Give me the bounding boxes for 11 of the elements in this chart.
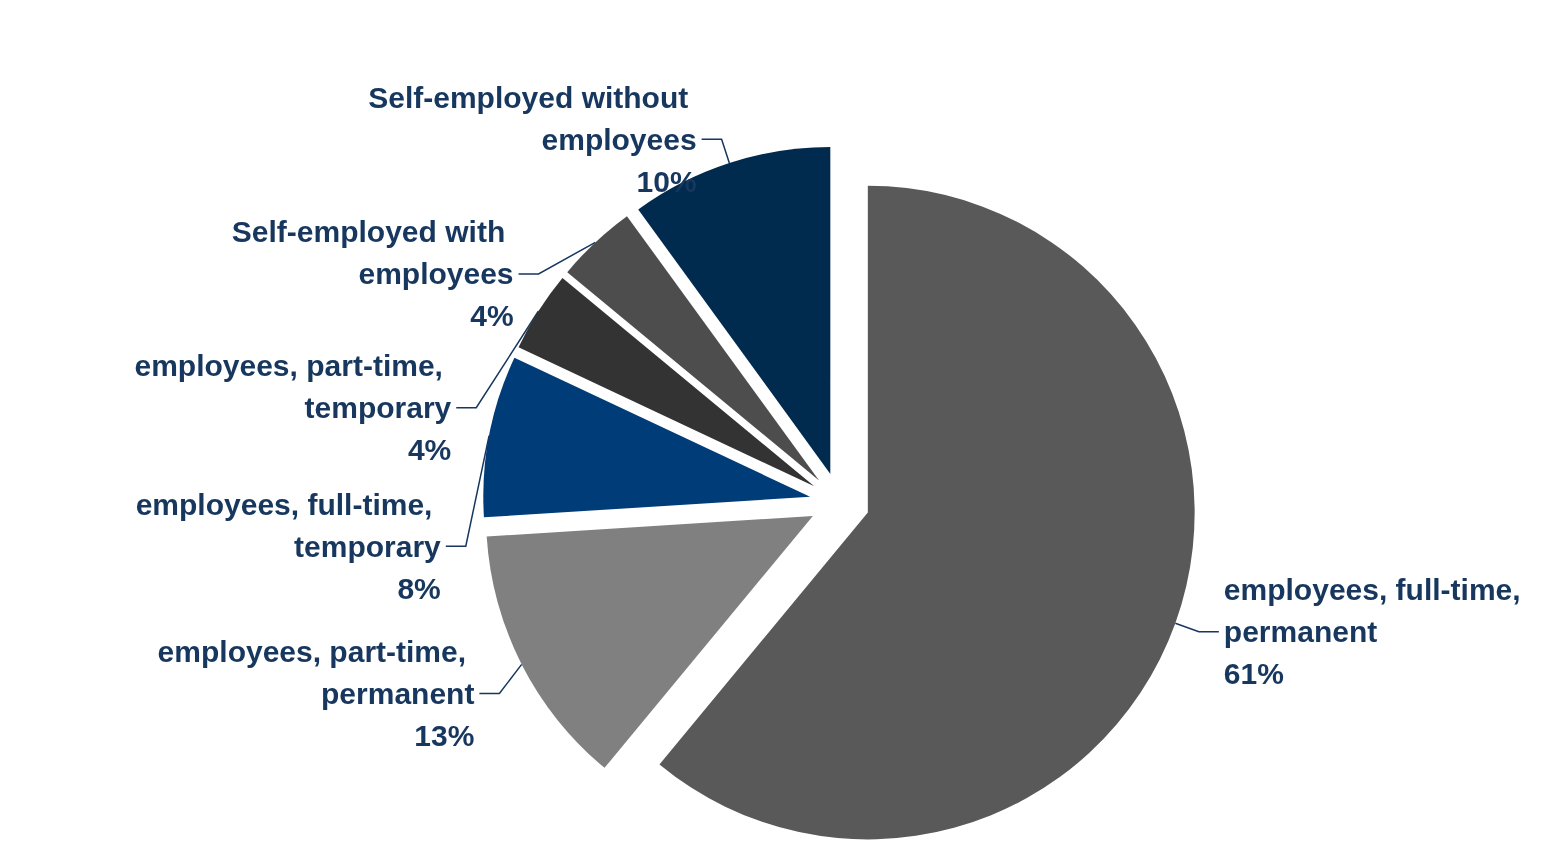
data-label: 4% <box>470 299 514 333</box>
data-label: 61% <box>1223 657 1284 691</box>
slice-label: employees, part-time, temporary <box>134 349 452 425</box>
slice-label: employees, full-time, temporary <box>135 487 442 563</box>
slice-label: employees, full-time, permanent <box>1223 573 1529 649</box>
slice-label: employees, part-time, permanent <box>157 634 475 710</box>
slice-label: Self-employed with employees <box>231 215 514 291</box>
data-label: 4% <box>407 433 452 467</box>
slice-label: Self-employed without employees <box>368 80 697 156</box>
data-label: 8% <box>397 571 441 605</box>
data-label: 13% <box>414 718 475 752</box>
